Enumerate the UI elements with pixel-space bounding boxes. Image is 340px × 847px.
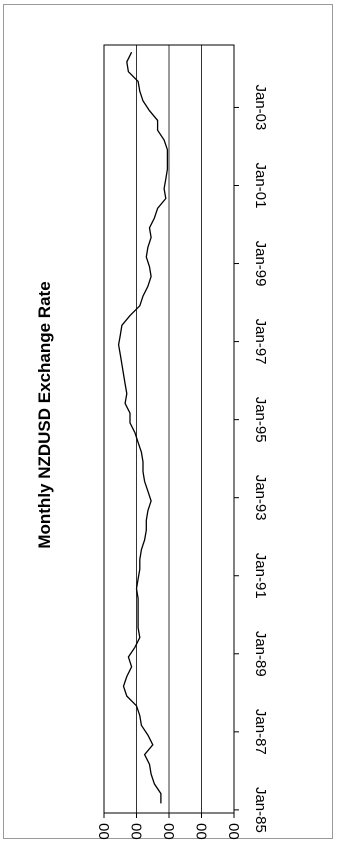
chart-svg: 0.80000.60000.40000.20000.0000 Jan-85Jan… [35,44,269,840]
x-tick-label: Jan-89 [252,631,269,677]
x-tick-label: Jan-91 [252,553,269,599]
x-tick-label: Jan-03 [252,85,269,131]
chart-frame: 0.80000.60000.40000.20000.0000 Jan-85Jan… [3,4,333,840]
x-tick-label: Jan-01 [252,163,269,209]
x-tick-label: Jan-97 [252,319,269,365]
x-tick-label: Jan-95 [252,397,269,443]
y-axis: 0.8000 0.6000 0.4000 0.2000 0.0000 [96,813,243,840]
gridlines [136,45,202,813]
x-tick-label: Jan-85 [252,787,269,833]
y-tick-label: 0.6000 [129,823,146,840]
y-tick-label: 0.8000 [96,823,113,840]
x-tick-label: Jan-87 [252,709,269,755]
y-tick-label: 0.0000 [226,823,243,840]
series-line [117,51,169,804]
x-axis: Jan-85 Jan-87 Jan-89 Jan-91 Jan-93 Jan-95 Jan-… [234,85,269,833]
y-tick-label: 0.4000 [161,823,178,840]
x-tick-label: Jan-99 [252,241,269,287]
x-tick-label: Jan-93 [252,475,269,521]
chart-title: Monthly NZDUSD Exchange Rate [35,281,54,548]
y-tick-label: 0.2000 [194,823,211,840]
